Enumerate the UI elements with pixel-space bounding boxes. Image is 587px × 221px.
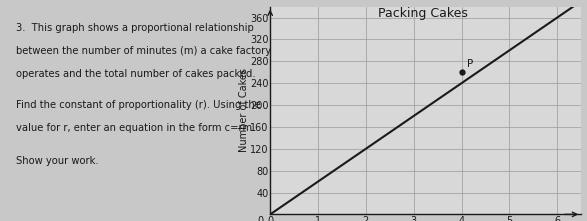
Text: operates and the total number of cakes packed.: operates and the total number of cakes p…: [16, 69, 256, 79]
Text: value for r, enter an equation in the form c=rm.: value for r, enter an equation in the fo…: [16, 123, 256, 133]
Text: Find the constant of proportionality (r). Using the: Find the constant of proportionality (r)…: [16, 100, 261, 110]
Text: Show your work.: Show your work.: [16, 156, 99, 166]
Text: 0: 0: [258, 216, 264, 221]
Y-axis label: Number of Cakes: Number of Cakes: [239, 69, 249, 152]
Text: between the number of minutes (m) a cake factory: between the number of minutes (m) a cake…: [16, 46, 272, 56]
Text: Packing Cakes: Packing Cakes: [377, 7, 468, 20]
Text: 3.  This graph shows a proportional relationship: 3. This graph shows a proportional relat…: [16, 23, 254, 33]
Text: P: P: [467, 59, 474, 69]
